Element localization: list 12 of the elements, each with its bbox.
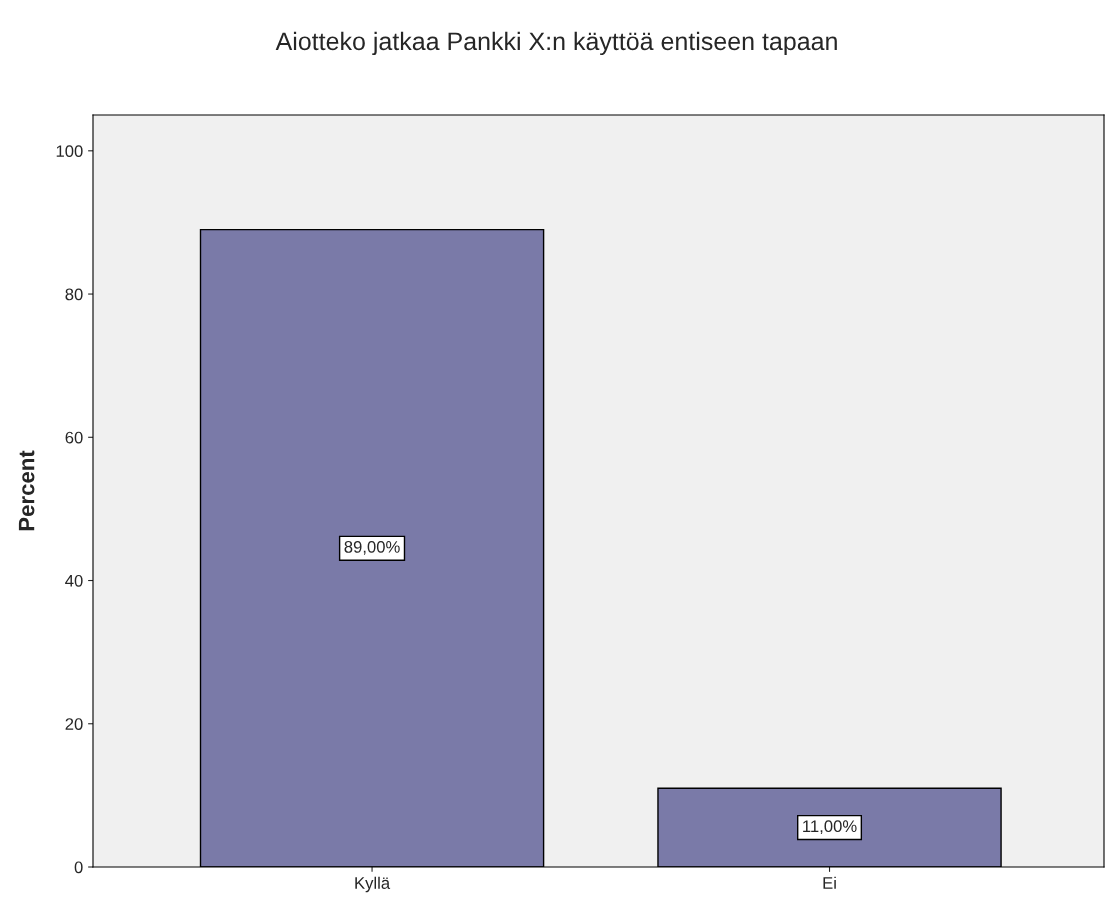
data-label: 11,00% xyxy=(803,820,857,835)
y-tick-label: 80 xyxy=(65,288,83,301)
y-tick-label: 60 xyxy=(65,431,83,444)
y-axis-title: Percent xyxy=(18,450,35,531)
y-tick-label: 0 xyxy=(74,861,83,874)
y-tick-label: 100 xyxy=(56,145,83,158)
x-tick-label: Kyllä xyxy=(355,876,391,893)
x-tick-label: Ei xyxy=(823,876,836,889)
chart-title: Aiotteko jatkaa Pankki X:n käyttöä entiseen tapaan xyxy=(275,31,837,56)
y-tick-label: 40 xyxy=(65,574,83,587)
y-tick-label: 20 xyxy=(65,718,83,730)
data-label: 89,00% xyxy=(344,540,400,555)
